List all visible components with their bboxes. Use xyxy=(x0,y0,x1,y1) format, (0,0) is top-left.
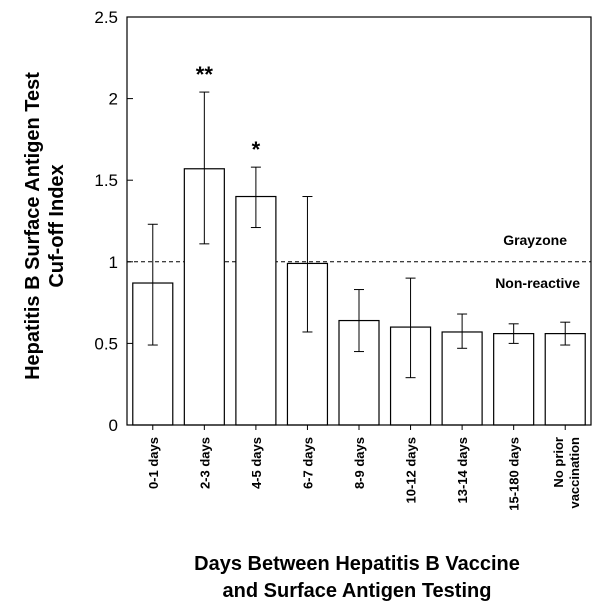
y-tick-label-2: 0.5 xyxy=(94,334,118,353)
x-tick-label-2: 2-3 days xyxy=(197,437,212,489)
y-axis-ticks: 0 0.5 1 1.5 2 2.5 xyxy=(94,8,133,435)
plot-border xyxy=(126,16,592,426)
plot-frame xyxy=(126,16,592,430)
x-tick-label-8: 15-180 days xyxy=(507,437,522,511)
y-axis-title-line2: Cuf-off Index xyxy=(46,164,68,287)
x-tick-label-9-line1: No prior xyxy=(551,437,566,488)
x-tick-label-1: 0-1 days xyxy=(146,437,161,489)
x-tick-label-5: 8-9 days xyxy=(352,437,367,489)
x-tick-label-4: 6-7 days xyxy=(300,437,315,489)
y-axis-title-line1: Hepatitis B Surface Antigen Test xyxy=(22,72,44,380)
y-tick-label-4: 1.5 xyxy=(94,171,118,190)
error-bars-layer: *** xyxy=(147,62,571,379)
significance-marker-3: * xyxy=(252,137,261,162)
x-tick-label-7: 13-14 days xyxy=(455,437,470,504)
y-tick-label-3: 1 xyxy=(109,253,118,272)
bars-layer xyxy=(132,168,586,426)
reference-label-below: Non-reactive xyxy=(495,275,580,291)
x-axis-labels: 0-1 days 2-3 days 4-5 days 6-7 days 8-9 days… xyxy=(146,437,582,511)
y-tick-label-5: 2 xyxy=(109,90,118,109)
y-tick-label-6: 2.5 xyxy=(94,8,118,27)
bar-9 xyxy=(544,333,586,426)
bar-3 xyxy=(235,195,277,426)
reference-label-above: Grayzone xyxy=(503,232,567,248)
x-tick-label-3: 4-5 days xyxy=(249,437,264,489)
significance-marker-2: ** xyxy=(196,62,214,87)
x-axis-title-line2: and Surface Antigen Testing xyxy=(223,580,492,602)
x-tick-label-6: 10-12 days xyxy=(404,437,419,504)
x-tick-label-9-line2: vaccination xyxy=(567,437,582,509)
x-axis-title-line1: Days Between Hepatitis B Vaccine xyxy=(194,553,520,575)
y-tick-label-1: 0 xyxy=(109,416,118,435)
bar-8 xyxy=(493,333,535,426)
